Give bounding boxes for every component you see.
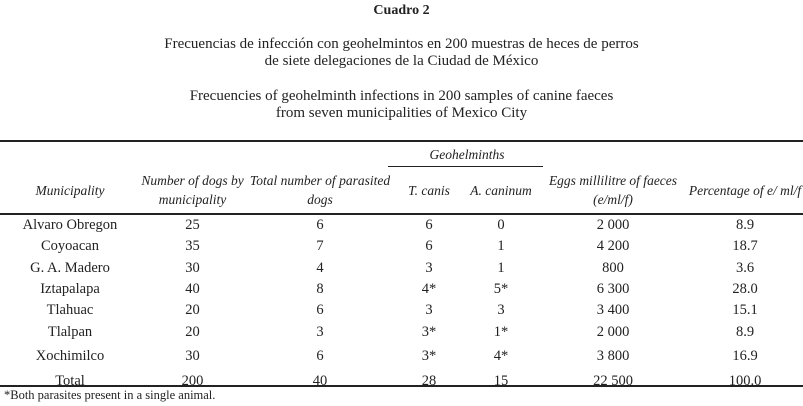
table-cell: Tlalpan [47, 323, 93, 340]
table-cell: 35 [185, 238, 200, 255]
table-cell: 4 200 [596, 238, 630, 255]
table-cell: 6 [425, 238, 433, 255]
table-cell: 1 [497, 259, 505, 276]
data-table: Geohelminths Municipality Number of dogs… [0, 142, 803, 392]
table-cell: 18.7 [732, 238, 758, 255]
table-cell: 800 [602, 259, 624, 276]
table-cell: 25 [185, 217, 200, 234]
col-header: Eggs millilitre of faeces (e/ml/f) [548, 173, 678, 207]
table-cell: 3 [497, 302, 505, 319]
table-cell: 16.9 [732, 348, 758, 365]
table-row: Xochimilco 30 6 3* 4* 3 800 16.9 [0, 343, 803, 371]
title-es-line2: de siete delegaciones de la Ciudad de Mé… [264, 53, 539, 69]
table-cell: 6 [316, 348, 324, 365]
table-caption: Cuadro 2 [373, 3, 430, 18]
table-row: Tlahuac 20 6 3 3 3 400 15.1 [0, 300, 803, 321]
table-cell: 4* [493, 348, 509, 365]
table-cell: Total [55, 372, 85, 389]
group-header: Geohelminths [429, 147, 505, 162]
table-cell: 3 [425, 259, 433, 276]
table-row: Coyoacan 35 7 6 1 4 200 18.7 [0, 236, 803, 257]
table-cell: Coyoacan [41, 238, 99, 255]
table-cell: 0 [497, 217, 505, 234]
table-cell: 6 [316, 302, 324, 319]
table-cell: 6 [425, 217, 433, 234]
table-cell: 15 [493, 372, 509, 389]
table-cell: 1* [493, 323, 509, 340]
table-row: Tlalpan 20 3 3* 1* 2 000 8.9 [0, 321, 803, 342]
table-cell: 20 [185, 302, 200, 319]
table-cell: 28.0 [732, 281, 758, 298]
group-rule [388, 166, 543, 167]
table-cell: 4* [421, 281, 437, 298]
col-header: Number of dogs by municipality [141, 173, 244, 207]
table-cell: 15.1 [732, 302, 758, 319]
top-rule [0, 140, 803, 142]
table-cell: 40 [185, 281, 200, 298]
table-cell: 3* [421, 348, 437, 365]
table-cell: Xochimilco [35, 348, 105, 365]
table-cell: 8.9 [735, 217, 755, 234]
table-cell: 1 [497, 238, 505, 255]
table-cell: Iztapalapa [40, 281, 100, 298]
bottom-rule [0, 385, 803, 387]
table-cell: Alvaro Obregon [22, 217, 118, 234]
table-cell: 30 [185, 348, 200, 365]
table-cell: 8 [316, 281, 324, 298]
table-cell: 2 000 [596, 323, 630, 340]
col-header: T. canis [408, 182, 450, 198]
title-en-line1: Frecuencies of geohelminth infections in… [189, 88, 614, 104]
table-cell: 3 400 [596, 302, 630, 319]
table-cell: 3 800 [596, 348, 630, 365]
table-cell: 3 [425, 302, 433, 319]
table-cell: 28 [421, 372, 437, 389]
col-header: Total number of parasited dogs [249, 173, 391, 207]
table-cell: 2 000 [596, 217, 630, 234]
table-cell: 5* [493, 281, 509, 298]
table-cell: 3* [421, 323, 437, 340]
table-row: Alvaro Obregon 25 6 6 0 2 000 8.9 [0, 215, 803, 236]
col-header: Municipality [35, 182, 105, 198]
table-cell: 40 [312, 372, 328, 389]
table-cell: 8.9 [735, 323, 755, 340]
table-cell: 4 [316, 259, 324, 276]
table-cell: 6 300 [596, 281, 630, 298]
table-cell: 3 [316, 323, 324, 340]
title-es-line1: Frecuencias de infección con geohelminto… [164, 36, 639, 52]
table-row: G. A. Madero 30 4 3 1 800 3.6 [0, 258, 803, 279]
table-cell: G. A. Madero [30, 259, 110, 276]
footnote: *Both parasites present in a single anim… [4, 388, 216, 402]
table-cell: 30 [185, 259, 200, 276]
table-cell: 200 [181, 372, 204, 389]
title-en-line2: from seven municipalities of Mexico City [275, 105, 528, 121]
table-cell: 100.0 [728, 372, 762, 389]
header-rule [0, 213, 803, 215]
table-cell: 6 [316, 217, 324, 234]
table-cell: 7 [316, 238, 324, 255]
table-row: Total 200 40 28 15 22 500 100.0 [0, 371, 803, 392]
table-cell: 22 500 [593, 372, 633, 389]
table-cell: 3.6 [735, 259, 755, 276]
col-header: Percentage of e/ ml/f [688, 182, 802, 198]
table-row: Iztapalapa 40 8 4* 5* 6 300 28.0 [0, 279, 803, 300]
col-header: A. caninum [470, 182, 532, 198]
table-cell: 20 [185, 323, 200, 340]
table-cell: Tlahuac [46, 302, 94, 319]
